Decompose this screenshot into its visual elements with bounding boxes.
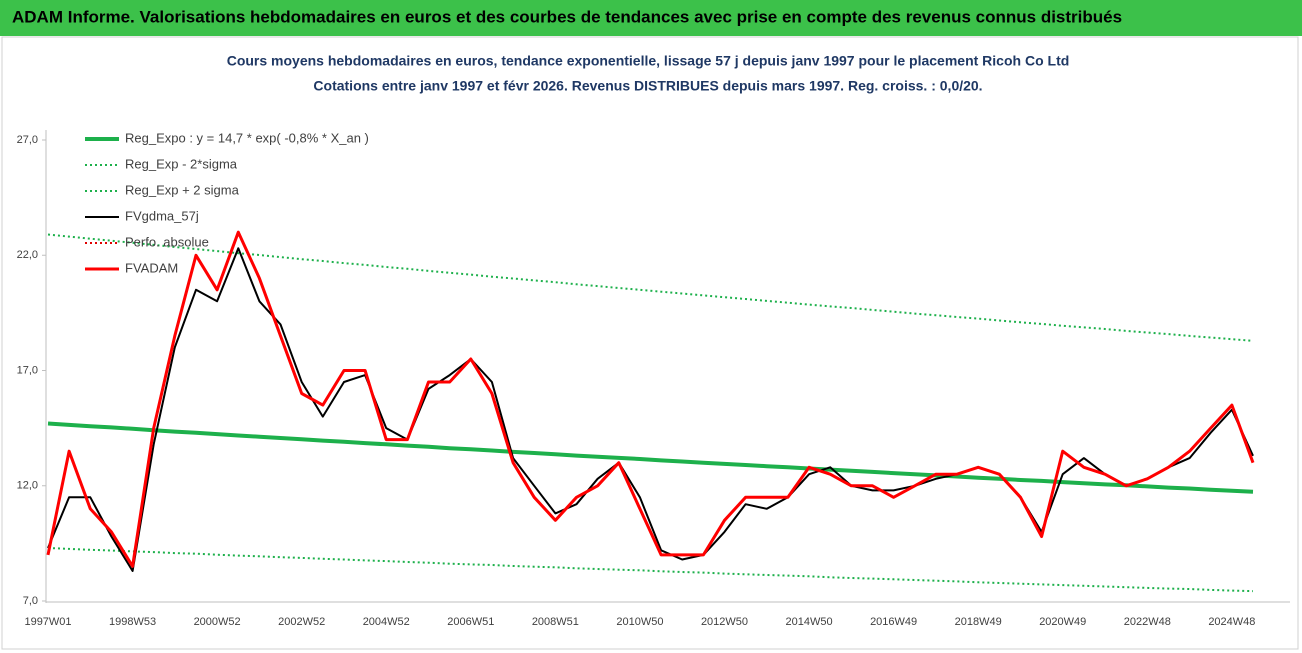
- x-tick-label: 2016W49: [870, 616, 917, 628]
- x-tick-label: 2014W50: [786, 616, 833, 628]
- chart-border: [1, 36, 1299, 650]
- y-tick-label: 17,0: [17, 364, 38, 376]
- x-tick-label: 2012W50: [701, 616, 748, 628]
- series-line: [47, 421, 1254, 494]
- legend-label: Reg_Expo : y = 14,7 * exp( -0,8% * X_an …: [125, 130, 369, 145]
- x-tick-label: 2006W51: [447, 616, 494, 628]
- series-line: [46, 230, 1255, 568]
- legend-label: Reg_Exp - 2*sigma: [125, 156, 238, 171]
- series-line: [47, 247, 1254, 572]
- x-tick-label: 1997W01: [24, 616, 71, 628]
- x-tick-label: 2018W49: [955, 616, 1002, 628]
- legend-label: FVADAM: [125, 260, 178, 275]
- y-tick-label: 7,0: [23, 595, 38, 607]
- y-tick-label: 27,0: [17, 134, 38, 146]
- x-tick-label: 2000W52: [194, 616, 241, 628]
- chart-title: Cours moyens hebdomadaires en euros, ten…: [227, 53, 1070, 69]
- legend-label: Perfo. absolue: [125, 234, 209, 249]
- y-tick-label: 22,0: [17, 249, 38, 261]
- chart-subtitle: Cotations entre janv 1997 et févr 2026. …: [313, 78, 982, 94]
- x-tick-label: 2020W49: [1039, 616, 1086, 628]
- x-tick-label: 2008W51: [532, 616, 579, 628]
- legend-label: Reg_Exp + 2 sigma: [125, 182, 240, 197]
- x-tick-label: 2022W48: [1124, 616, 1171, 628]
- x-tick-label: 2004W52: [363, 616, 410, 628]
- series-line: [47, 547, 1254, 593]
- banner-title: ADAM Informe. Valorisations hebdomadaire…: [12, 7, 1122, 26]
- banner: [0, 0, 1302, 36]
- x-tick-label: 2002W52: [278, 616, 325, 628]
- x-tick-label: 2024W48: [1208, 616, 1255, 628]
- x-tick-label: 2010W50: [616, 616, 663, 628]
- x-tick-label: 1998W53: [109, 616, 156, 628]
- y-tick-label: 12,0: [17, 480, 38, 492]
- legend-label: FVgdma_57j: [125, 208, 199, 223]
